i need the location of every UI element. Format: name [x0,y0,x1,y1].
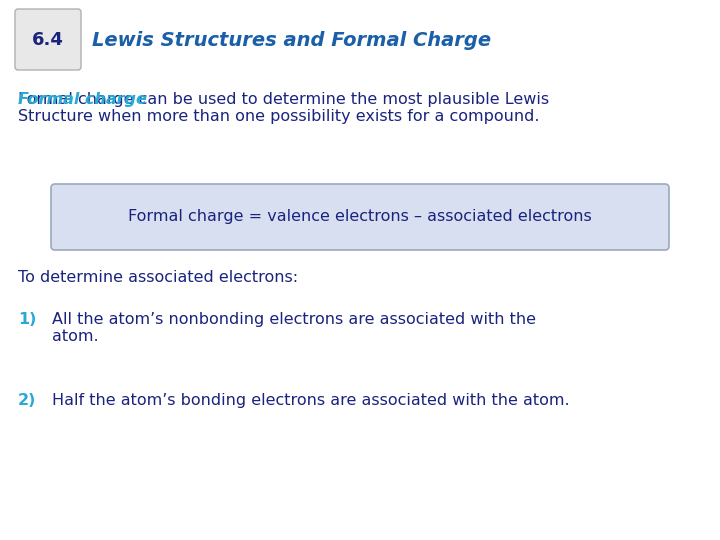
FancyBboxPatch shape [15,9,81,70]
Text: Formal charge: Formal charge [18,92,147,107]
Text: To determine associated electrons:: To determine associated electrons: [18,270,298,285]
Text: Formal charge = valence electrons – associated electrons: Formal charge = valence electrons – asso… [128,210,592,225]
Text: 2): 2) [18,393,37,408]
Text: 6.4: 6.4 [32,31,64,49]
FancyBboxPatch shape [51,184,669,250]
Text: Half the atom’s bonding electrons are associated with the atom.: Half the atom’s bonding electrons are as… [52,393,570,408]
Text: Lewis Structures and Formal Charge: Lewis Structures and Formal Charge [92,30,491,50]
Text: Formal charge can be used to determine the most plausible Lewis
Structure when m: Formal charge can be used to determine t… [18,92,549,124]
Text: All the atom’s nonbonding electrons are associated with the
atom.: All the atom’s nonbonding electrons are … [52,312,536,345]
Text: 1): 1) [18,312,37,327]
